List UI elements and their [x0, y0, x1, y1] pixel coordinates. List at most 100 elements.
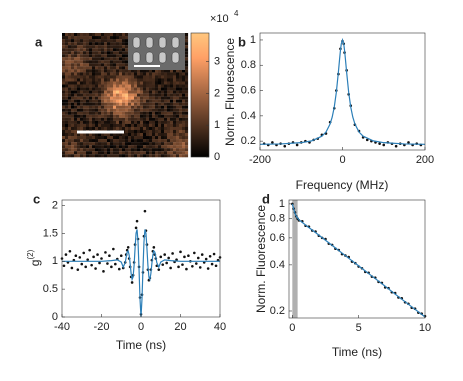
pixel	[68, 75, 72, 79]
pixel	[113, 154, 117, 158]
pixel	[83, 145, 87, 149]
pixel	[62, 39, 66, 43]
pixel	[116, 139, 120, 143]
pixel	[62, 129, 66, 134]
pixel	[119, 36, 123, 40]
pixel	[77, 117, 81, 121]
pixel	[152, 129, 156, 134]
pixel	[104, 72, 108, 76]
pixel	[146, 111, 150, 115]
pixel	[83, 33, 87, 37]
pixel	[71, 142, 75, 146]
pixel	[143, 126, 147, 131]
pixel	[152, 145, 156, 149]
pixel	[140, 142, 144, 146]
pixel	[101, 105, 105, 109]
pixel	[71, 129, 75, 134]
pixel	[74, 148, 78, 152]
pixel	[83, 54, 87, 58]
pixel	[71, 66, 75, 70]
pixel	[146, 75, 150, 79]
pixel	[131, 108, 135, 112]
pixel	[86, 81, 90, 85]
pixel	[83, 39, 87, 43]
pixel	[77, 151, 81, 155]
pixel	[176, 145, 180, 149]
pixel	[101, 54, 105, 58]
pixel	[71, 114, 75, 118]
pixel	[113, 81, 117, 85]
pixel	[80, 81, 84, 85]
pixel	[131, 151, 135, 155]
pixel	[80, 57, 84, 61]
data-point	[378, 142, 381, 145]
pixel	[179, 96, 183, 100]
pixel	[152, 84, 156, 88]
pixel	[89, 39, 93, 43]
pixel	[179, 84, 183, 88]
pixel	[158, 90, 162, 94]
pixel	[155, 123, 159, 127]
pixel	[98, 42, 102, 46]
pixel	[116, 111, 120, 115]
pixel	[65, 66, 69, 70]
pixel	[107, 96, 111, 100]
data-point	[185, 267, 188, 271]
fit-line	[259, 37, 426, 145]
pixel	[140, 99, 144, 103]
pixel	[185, 45, 189, 49]
pixel	[173, 117, 177, 121]
pixel	[158, 120, 162, 124]
pixel	[62, 54, 66, 58]
data-point	[167, 256, 170, 260]
pixel	[113, 114, 117, 118]
pixel	[137, 132, 141, 137]
pixel	[182, 81, 186, 85]
pixel	[128, 139, 132, 143]
data-point	[86, 258, 89, 261]
data-point	[64, 253, 68, 256]
data-point	[102, 270, 105, 273]
pixel	[80, 48, 84, 52]
pixel	[62, 93, 66, 97]
pixel	[104, 39, 108, 43]
pixel	[98, 54, 102, 58]
pixel	[122, 108, 126, 112]
data-point	[365, 138, 369, 142]
pixel	[83, 66, 87, 70]
pixel	[152, 151, 156, 155]
pixel	[101, 132, 105, 137]
pixel	[131, 99, 135, 103]
pixel	[161, 84, 165, 88]
pixel	[131, 111, 135, 115]
pixel	[83, 93, 87, 97]
pixel	[113, 66, 117, 70]
pixel	[71, 84, 75, 88]
pixel	[68, 148, 72, 152]
pixel	[119, 66, 123, 70]
pixel	[182, 90, 186, 94]
pixel	[167, 120, 171, 124]
pixel	[155, 93, 159, 97]
pixel	[122, 69, 126, 73]
pixel	[77, 42, 81, 46]
pixel	[62, 75, 66, 79]
pixel	[77, 51, 81, 55]
pixel	[122, 148, 126, 152]
pixel	[113, 136, 117, 140]
pixel	[65, 114, 69, 118]
pixel	[68, 54, 72, 58]
pixel	[131, 96, 135, 100]
pixel	[98, 111, 102, 115]
pixel	[110, 126, 114, 131]
pixel	[86, 51, 90, 55]
pixel	[101, 117, 105, 121]
pixel	[176, 87, 180, 91]
pixel	[122, 45, 126, 49]
pixel	[98, 84, 102, 88]
pixel	[68, 48, 72, 52]
pixel	[86, 123, 90, 127]
pixel	[122, 57, 126, 61]
pixel	[116, 136, 120, 140]
pixel	[74, 48, 78, 52]
